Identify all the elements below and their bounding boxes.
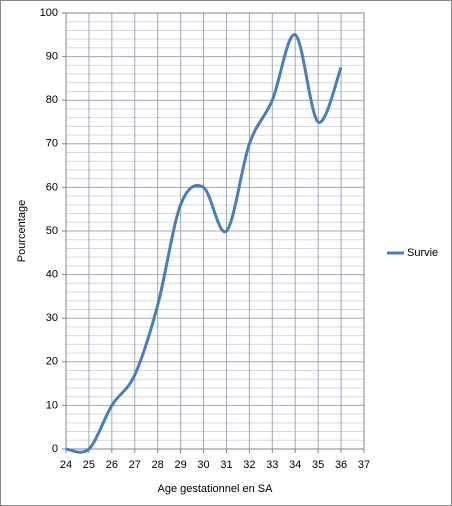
- y-tick-label: 90: [46, 51, 58, 63]
- plot-border: [65, 12, 365, 450]
- x-tick-label: 33: [266, 459, 278, 471]
- y-tick-label: 50: [46, 225, 58, 237]
- y-tick-label: 70: [46, 138, 58, 150]
- x-tick-label: 24: [60, 459, 72, 471]
- x-axis-title: Age gestationnel en SA: [158, 483, 274, 495]
- x-tick-label: 28: [152, 459, 164, 471]
- y-tick-label: 0: [52, 443, 58, 455]
- y-axis-title: Pourcentage: [16, 200, 28, 262]
- x-tick-label: 35: [312, 459, 324, 471]
- y-tick-label: 100: [40, 7, 58, 19]
- legend-label: Survie: [407, 247, 438, 259]
- x-tick-label: 26: [106, 459, 118, 471]
- x-tick-label: 29: [174, 459, 186, 471]
- y-tick-label: 30: [46, 312, 58, 324]
- x-tick-label: 31: [220, 459, 232, 471]
- x-tick-label: 34: [289, 459, 301, 471]
- y-tick-label: 80: [46, 94, 58, 106]
- y-tick-label: 20: [46, 356, 58, 368]
- x-tick-label: 37: [358, 459, 370, 471]
- x-tick-label: 25: [83, 459, 95, 471]
- x-tick-label: 30: [197, 459, 209, 471]
- x-tick-label: 32: [243, 459, 255, 471]
- line-series: [65, 33, 343, 454]
- y-tick-label: 40: [46, 269, 58, 281]
- y-tick-label: 60: [46, 181, 58, 193]
- y-tick-label: 10: [46, 399, 58, 411]
- x-tick-label: 27: [129, 459, 141, 471]
- x-tick-label: 36: [335, 459, 347, 471]
